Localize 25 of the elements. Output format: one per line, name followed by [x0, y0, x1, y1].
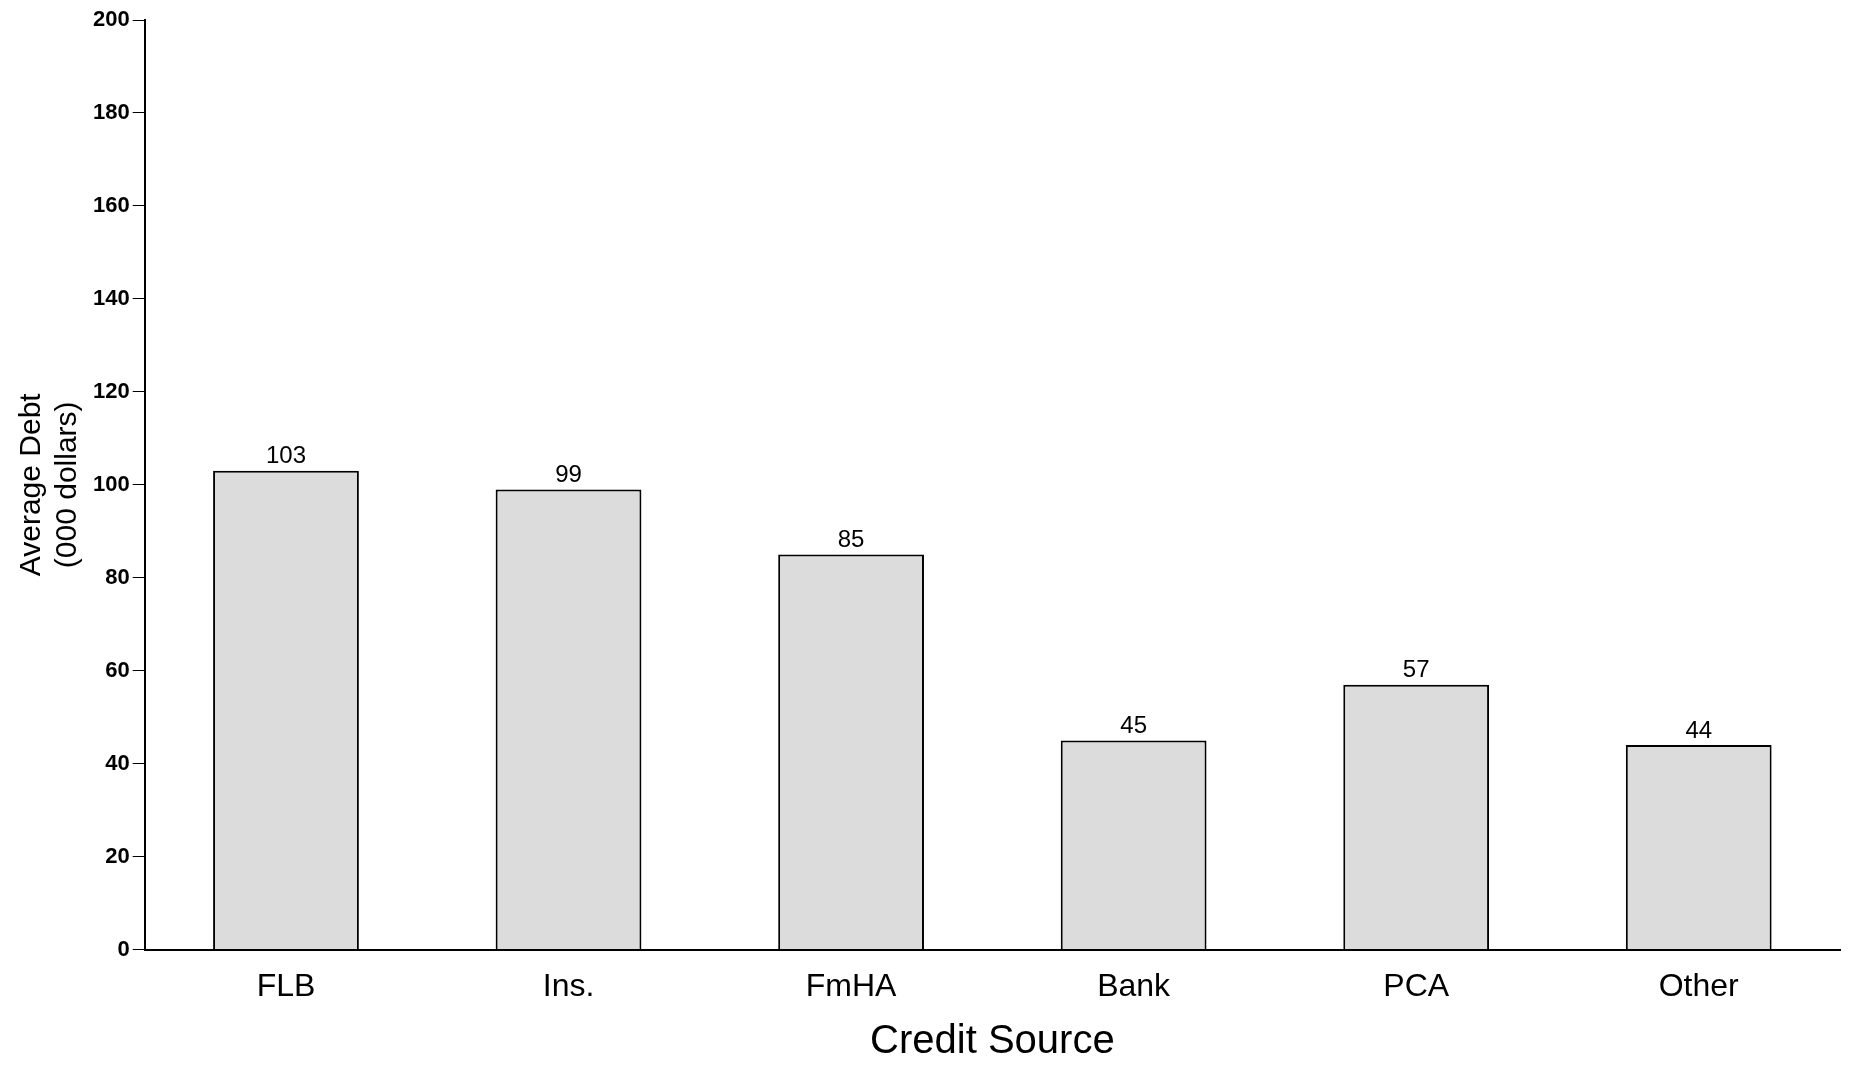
data-label: 57 [1402, 655, 1430, 683]
data-label: 44 [1685, 715, 1713, 743]
y-tick-label: 120 [92, 377, 130, 403]
y-tick-label: 20 [105, 842, 130, 868]
y-tick-label: 60 [105, 656, 130, 682]
y-tick-label: 200 [92, 6, 130, 32]
x-tick-label: Bank [1097, 966, 1172, 1003]
y-axis-title: Average Debt (000 dollars) [13, 392, 83, 577]
x-tick-label: PCA [1383, 966, 1450, 1003]
data-label: 99 [555, 460, 582, 488]
x-tick-label: FmHA [805, 966, 898, 1003]
x-tick-label: Ins. [542, 966, 595, 1003]
y-tick-label: 140 [92, 284, 130, 310]
data-label: 103 [265, 441, 306, 469]
x-axis-title: Credit Source [870, 1017, 1115, 1062]
y-tick-label: 0 [117, 935, 130, 961]
x-tick-label: FLB [256, 966, 316, 1003]
y-tick-label: 160 [92, 191, 130, 217]
y-tick-label: 180 [92, 99, 130, 125]
data-label: 85 [837, 525, 865, 553]
y-tick-label: 100 [92, 470, 130, 496]
y-tick-label: 40 [105, 749, 130, 775]
y-tick-label: 80 [105, 563, 130, 589]
x-tick-label: Other [1658, 966, 1740, 1003]
data-label: 45 [1120, 711, 1147, 739]
